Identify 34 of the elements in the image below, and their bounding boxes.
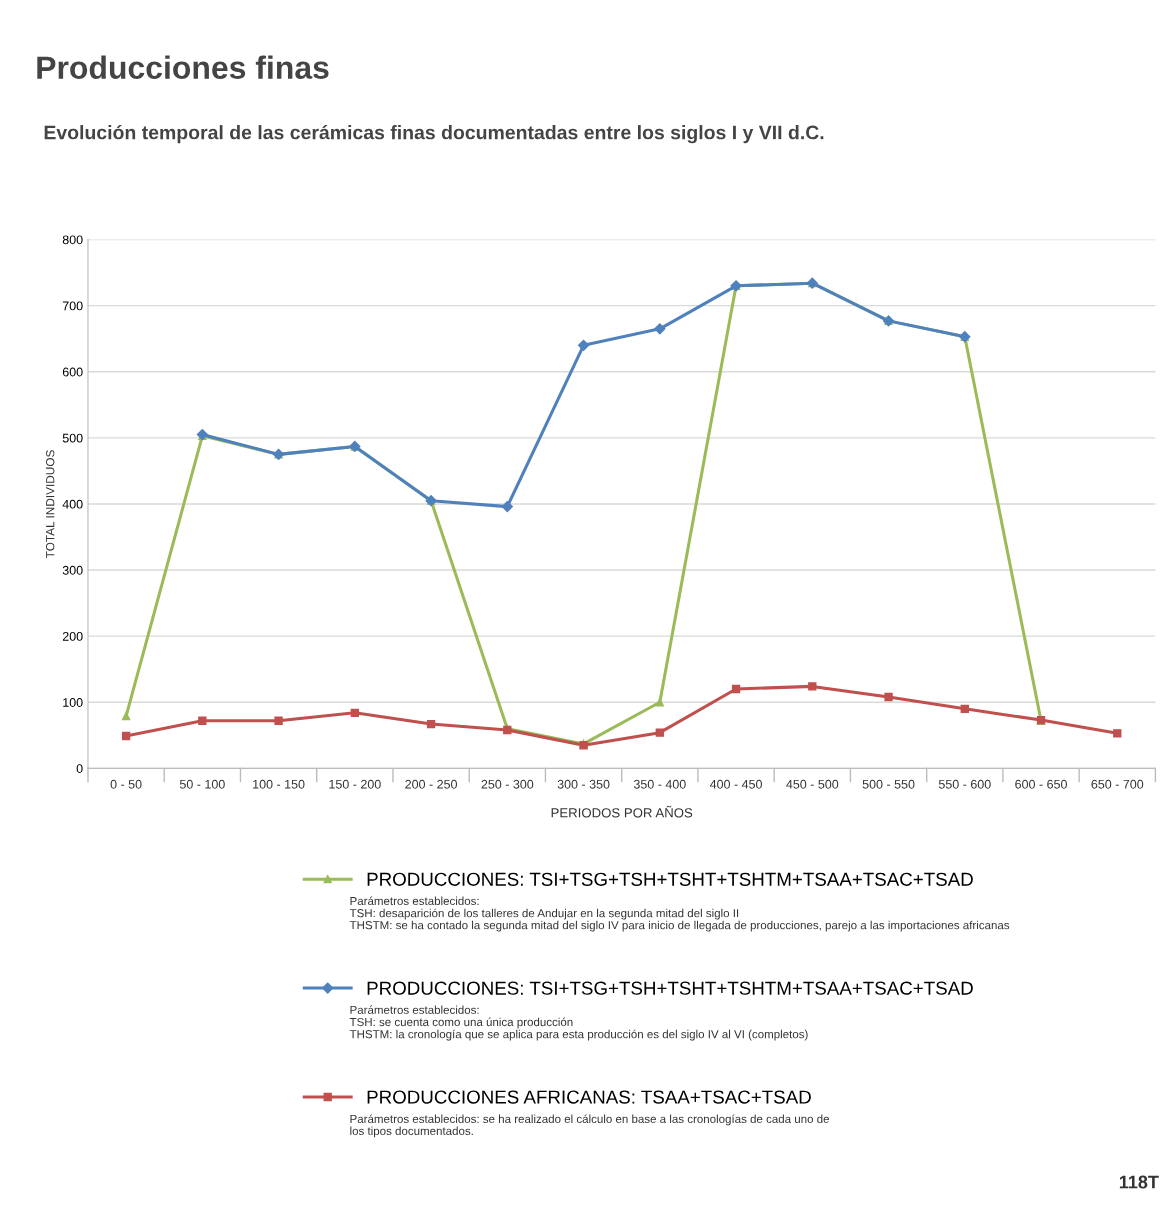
legend-label: PRODUCCIONES: TSI+TSG+TSH+TSHT+TSHTM+TSAA+TSAC+TSAD xyxy=(367,872,973,886)
legend-label: PRODUCCIONES AFRICANAS: TSAA+TSAC+TSAD xyxy=(367,1090,811,1104)
y-tick-label: 100 xyxy=(63,698,83,707)
text: Parámetros establecidos: TSH: desaparición de los talleres de Andujar en la segunda mitad del siglo II THSTM: se ha contado la segunda mitad del siglo IV para inicio de llegada de producciones, parejo a las importaciones africanas xyxy=(349,896,1010,932)
y-tick-label: 400 xyxy=(62,499,83,509)
x-tick-label: 300 - 350 xyxy=(557,779,610,789)
y-tick-label: 600 xyxy=(62,367,83,377)
text: Parámetros establecidos: TSH: se cuenta como una única producción THSTM: la cronología que se aplica para esta producción es del siglo IV al VI (completos) xyxy=(349,1005,808,1041)
y-axis-title: TOTAL INDIVIDUOS xyxy=(46,450,55,559)
y-tick-label: 200 xyxy=(62,631,83,641)
x-tick-label: 100 - 150 xyxy=(253,779,305,789)
y-tick-label: 300 xyxy=(62,565,83,575)
x-tick-label: 0 - 50 xyxy=(110,779,142,789)
x-tick-label: 50 - 100 xyxy=(179,779,225,789)
x-tick-label: 500 - 550 xyxy=(862,779,915,789)
x-tick-label: 650 - 700 xyxy=(1091,779,1144,789)
y-tick-label: 0 xyxy=(76,764,83,773)
x-tick-label: 200 - 250 xyxy=(405,779,457,789)
chart-title: Producciones finas xyxy=(37,55,329,79)
text: Parámetros establecidos: se ha realizado el cálculo en base a las cronologías de cada uno de los tipos documentados. xyxy=(350,1114,830,1138)
x-tick-label: 350 - 400 xyxy=(633,779,686,789)
x-tick-label: 600 - 650 xyxy=(1015,779,1067,789)
x-tick-label: 250 - 300 xyxy=(481,779,534,789)
y-tick-label: 800 xyxy=(62,235,83,245)
text: 118T xyxy=(1119,1175,1159,1189)
y-tick-label: 500 xyxy=(62,433,83,443)
x-axis-title: PERIODOS POR AÑOS xyxy=(551,805,693,818)
legend-label: PRODUCCIONES: TSI+TSG+TSH+TSHT+TSHTM+TSAA+TSAC+TSAD xyxy=(367,981,973,995)
chart-subtitle: Evolución temporal de las cerámicas finas documentadas entre los siglos I y VII d.C. xyxy=(44,124,824,144)
y-tick-label: 700 xyxy=(62,301,83,311)
x-tick-label: 150 - 200 xyxy=(329,779,381,789)
x-tick-label: 450 - 500 xyxy=(786,779,839,789)
x-tick-label: 400 - 450 xyxy=(709,779,762,789)
x-tick-label: 550 - 600 xyxy=(938,779,991,789)
